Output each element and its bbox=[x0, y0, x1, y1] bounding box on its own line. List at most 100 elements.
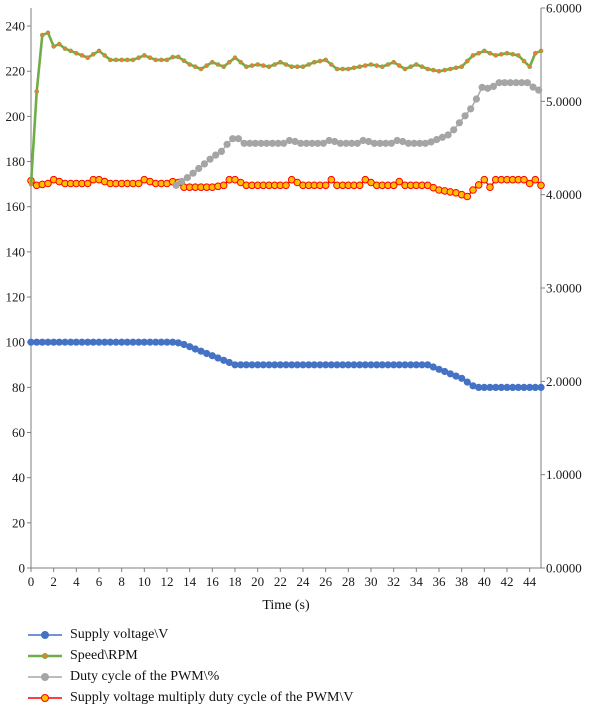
x-tick-label: 10 bbox=[138, 574, 151, 589]
y-left-tick-label: 80 bbox=[12, 380, 25, 395]
data-point bbox=[345, 66, 351, 72]
data-point bbox=[266, 64, 272, 69]
data-point bbox=[189, 169, 197, 177]
data-point bbox=[204, 63, 209, 68]
data-point bbox=[91, 51, 96, 57]
data-point bbox=[425, 66, 431, 72]
data-point bbox=[147, 55, 153, 61]
data-point bbox=[461, 112, 469, 120]
y-left-tick-label: 100 bbox=[6, 335, 26, 350]
data-point bbox=[469, 186, 477, 194]
data-point bbox=[467, 105, 475, 113]
data-point bbox=[537, 181, 545, 190]
legend-key bbox=[28, 672, 62, 681]
data-point bbox=[385, 62, 391, 67]
data-point bbox=[521, 58, 527, 64]
data-point bbox=[79, 53, 85, 58]
data-point bbox=[300, 64, 306, 69]
legend-key bbox=[28, 693, 62, 702]
data-point bbox=[176, 54, 181, 60]
data-point bbox=[206, 155, 214, 163]
data-point bbox=[306, 62, 312, 67]
data-point bbox=[277, 59, 283, 65]
data-point bbox=[387, 139, 396, 147]
data-point bbox=[340, 66, 346, 72]
data-point bbox=[280, 139, 288, 147]
data-point bbox=[362, 63, 368, 68]
x-tick-label: 38 bbox=[455, 574, 468, 589]
data-point bbox=[34, 89, 40, 94]
data-point bbox=[353, 139, 362, 147]
data-point bbox=[119, 57, 124, 63]
data-point bbox=[527, 64, 533, 69]
data-point bbox=[442, 67, 448, 73]
data-point bbox=[334, 66, 340, 72]
x-tick-label: 14 bbox=[183, 574, 197, 589]
data-point bbox=[504, 50, 510, 56]
axes: 0 2 4 6 8 10 12 14 16 18 20 22 24 26 28 30 32 34 36 38 40 42 4… bbox=[6, 1, 582, 590]
data-point bbox=[430, 67, 436, 73]
data-point bbox=[170, 54, 175, 60]
data-point bbox=[535, 86, 543, 94]
data-point bbox=[463, 378, 471, 386]
data-point bbox=[321, 181, 330, 190]
data-point bbox=[455, 119, 464, 127]
y-right-tick-label: 3.0000 bbox=[546, 281, 582, 296]
data-point bbox=[374, 63, 380, 68]
data-point bbox=[244, 64, 249, 69]
data-point bbox=[172, 181, 180, 189]
data-point bbox=[463, 192, 472, 201]
data-point bbox=[164, 57, 170, 63]
legend-label: Speed\RPM bbox=[70, 647, 138, 663]
data-point bbox=[142, 53, 147, 58]
y-left-tick-label: 0 bbox=[19, 561, 26, 576]
data-point bbox=[408, 64, 414, 69]
data-point bbox=[187, 62, 192, 67]
data-point bbox=[472, 95, 481, 103]
chart: 0 2 4 6 8 10 12 14 16 18 20 22 24 26 28 30 32 34 36 38 40 42 4… bbox=[6, 1, 582, 614]
data-point bbox=[525, 179, 534, 188]
x-tick-label: 40 bbox=[478, 574, 491, 589]
legend-key bbox=[28, 652, 62, 659]
y-left-tick-label: 200 bbox=[6, 109, 26, 124]
data-point bbox=[210, 59, 215, 65]
y-right-tick-label: 4.0000 bbox=[546, 187, 582, 202]
y-right-tick-label: 2.0000 bbox=[546, 374, 582, 389]
x-tick-label: 28 bbox=[342, 574, 355, 589]
legend-label: Supply voltage multiply duty cycle of th… bbox=[70, 689, 354, 705]
data-point bbox=[327, 175, 336, 184]
x-tick-label: 18 bbox=[229, 574, 242, 589]
legend-item: Supply voltage\V bbox=[28, 624, 353, 645]
data-point bbox=[436, 68, 442, 74]
data-point bbox=[62, 46, 68, 51]
y-right-tick-label: 6.0000 bbox=[546, 1, 582, 16]
data-point bbox=[481, 48, 487, 54]
data-point bbox=[219, 181, 228, 190]
data-point bbox=[357, 64, 363, 69]
data-point bbox=[193, 64, 198, 69]
x-tick-label: 36 bbox=[433, 574, 447, 589]
data-point bbox=[260, 63, 266, 68]
data-point bbox=[464, 58, 470, 64]
data-point bbox=[402, 66, 408, 72]
legend-item: Supply voltage multiply duty cycle of th… bbox=[28, 687, 353, 708]
data-point bbox=[538, 48, 544, 54]
x-tick-label: 32 bbox=[387, 574, 400, 589]
y-left-tick-label: 180 bbox=[6, 154, 26, 169]
data-point bbox=[480, 175, 489, 184]
x-tick-label: 24 bbox=[297, 574, 311, 589]
data-point bbox=[474, 181, 483, 189]
series-3 bbox=[27, 175, 545, 201]
data-point bbox=[282, 181, 290, 190]
data-point bbox=[96, 48, 102, 54]
data-point bbox=[217, 147, 225, 155]
y-left-tick-label: 60 bbox=[12, 425, 25, 440]
data-point bbox=[531, 175, 540, 184]
data-point bbox=[523, 79, 532, 87]
data-point bbox=[181, 58, 187, 64]
series-1 bbox=[28, 30, 544, 187]
data-point bbox=[234, 135, 242, 143]
data-point bbox=[486, 183, 494, 191]
data-point bbox=[44, 179, 52, 188]
y-left-tick-label: 120 bbox=[6, 290, 26, 305]
